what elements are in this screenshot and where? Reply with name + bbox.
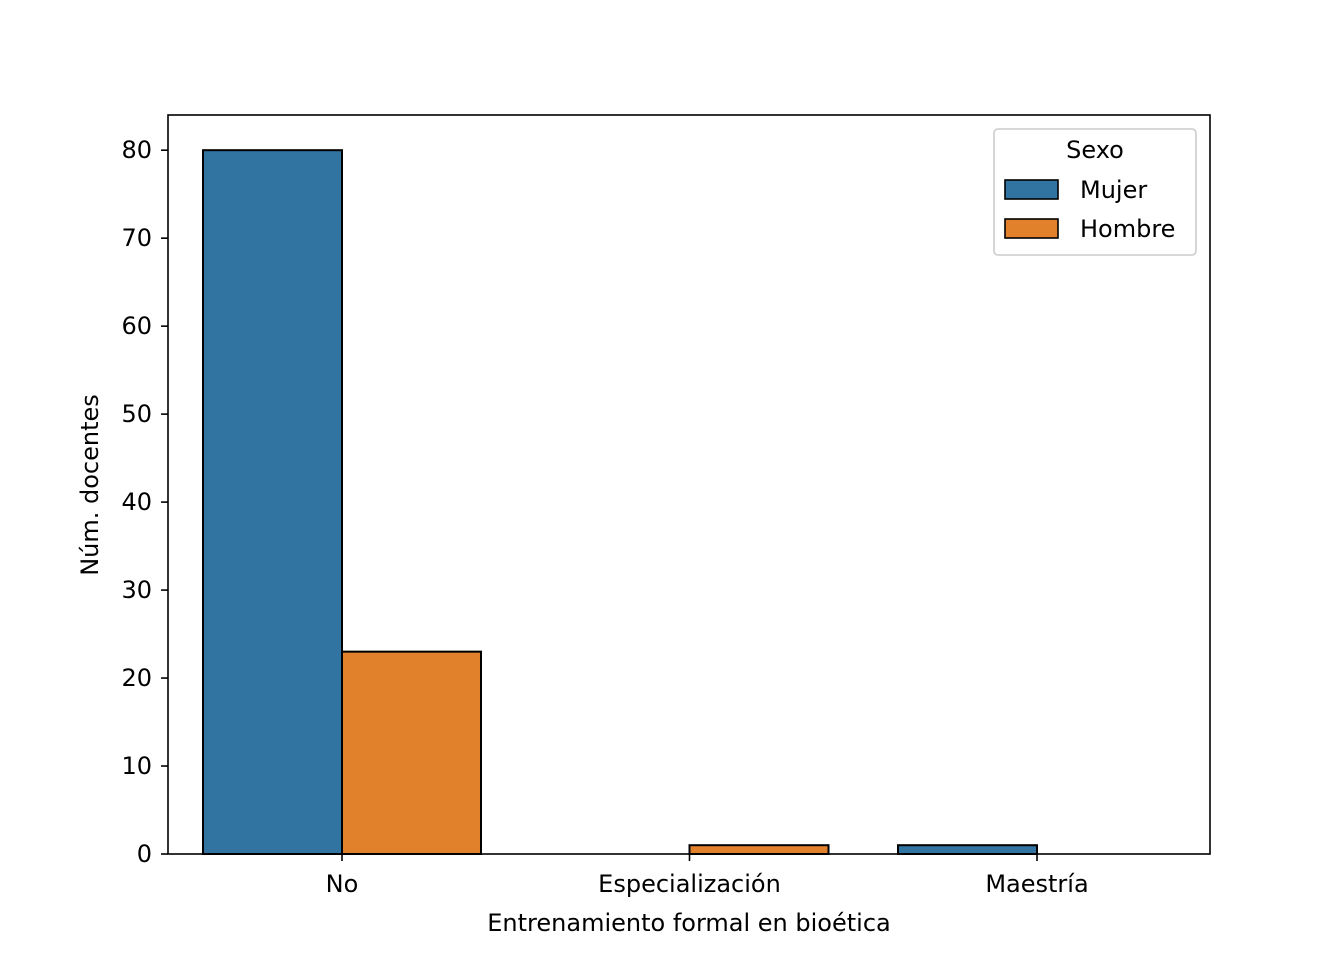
y-tick-label: 70: [121, 224, 152, 252]
y-tick-label: 10: [121, 752, 152, 780]
x-axis-label: Entrenamiento formal en bioética: [487, 909, 890, 937]
legend-title: Sexo: [1066, 136, 1124, 164]
legend: Sexo Mujer Hombre: [993, 128, 1197, 256]
legend-swatch-mujer: [1004, 179, 1059, 200]
legend-swatch-hombre: [1004, 218, 1059, 239]
x-tick-label-especializacion: Especialización: [598, 870, 781, 898]
x-tick-label-maestria: Maestría: [985, 870, 1088, 898]
y-tick-label: 60: [121, 312, 152, 340]
bar-hombre-no: [341, 650, 482, 856]
x-tick-label-no: No: [326, 870, 359, 898]
legend-label-hombre: Hombre: [1080, 215, 1175, 243]
y-axis-label: Núm. docentes: [76, 394, 104, 576]
y-tick-label: 50: [121, 400, 152, 428]
y-tick-label: 80: [121, 136, 152, 164]
bar-mujer-maestria: [897, 844, 1038, 856]
bar-mujer-no: [202, 149, 343, 855]
bars-layer: [202, 149, 1038, 856]
y-tick-label: 30: [121, 576, 152, 604]
x-axis-ticks: No Especialización Maestría: [326, 854, 1089, 898]
y-tick-label: 0: [137, 840, 152, 868]
y-tick-label: 20: [121, 664, 152, 692]
y-tick-label: 40: [121, 488, 152, 516]
bar-hombre-especializacion: [688, 844, 830, 856]
y-axis-ticks: 0 10 20 30 40 50 60 70 80: [121, 136, 168, 868]
legend-label-mujer: Mujer: [1080, 176, 1147, 204]
